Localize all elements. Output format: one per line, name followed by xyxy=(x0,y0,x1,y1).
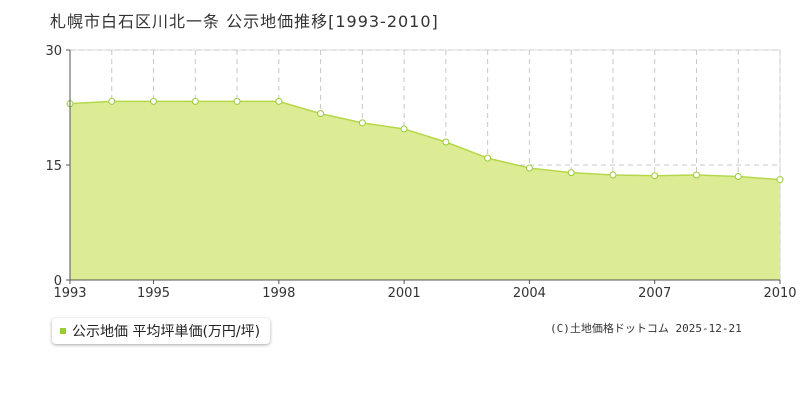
y-tick-label: 15 xyxy=(45,159,62,174)
data-point xyxy=(317,110,325,118)
legend-swatch-icon xyxy=(60,328,66,334)
land-price-chart: 0 15 30 1993 1995 1998 2001 2004 2007 2010 xyxy=(45,44,796,300)
x-tick-label: 2001 xyxy=(388,286,421,300)
data-point xyxy=(400,125,408,133)
data-point xyxy=(108,97,116,105)
x-tick-label: 1998 xyxy=(262,286,295,300)
data-point xyxy=(275,97,283,105)
series-area xyxy=(70,101,780,280)
x-tick-label: 2004 xyxy=(513,286,546,300)
chart-title: 札幌市白石区川北一条 公示地価推移[1993-2010] xyxy=(50,12,439,31)
x-tick-label: 1993 xyxy=(53,286,86,300)
x-tick-label: 1995 xyxy=(137,286,170,300)
data-point xyxy=(651,172,659,180)
data-point xyxy=(484,154,492,162)
x-tick-label: 2007 xyxy=(638,286,671,300)
data-point xyxy=(692,171,700,179)
data-point xyxy=(358,119,366,127)
data-point xyxy=(567,169,575,177)
data-point xyxy=(776,176,784,184)
data-point xyxy=(233,97,241,105)
data-point xyxy=(191,97,199,105)
legend: 公示地価 平均坪単価(万円/坪) xyxy=(52,318,271,344)
x-tick-label: 2010 xyxy=(763,286,796,300)
y-tick-label: 30 xyxy=(45,44,62,59)
data-point xyxy=(609,171,617,179)
legend-label: 公示地価 平均坪単価(万円/坪) xyxy=(72,324,261,340)
data-point xyxy=(525,164,533,172)
copyright-text: (C)土地価格ドットコム 2025-12-21 xyxy=(550,322,742,335)
data-point xyxy=(442,138,450,146)
data-point xyxy=(734,173,742,180)
series-line xyxy=(69,100,781,181)
y-tick-label: 0 xyxy=(54,274,62,289)
data-point xyxy=(150,97,158,105)
